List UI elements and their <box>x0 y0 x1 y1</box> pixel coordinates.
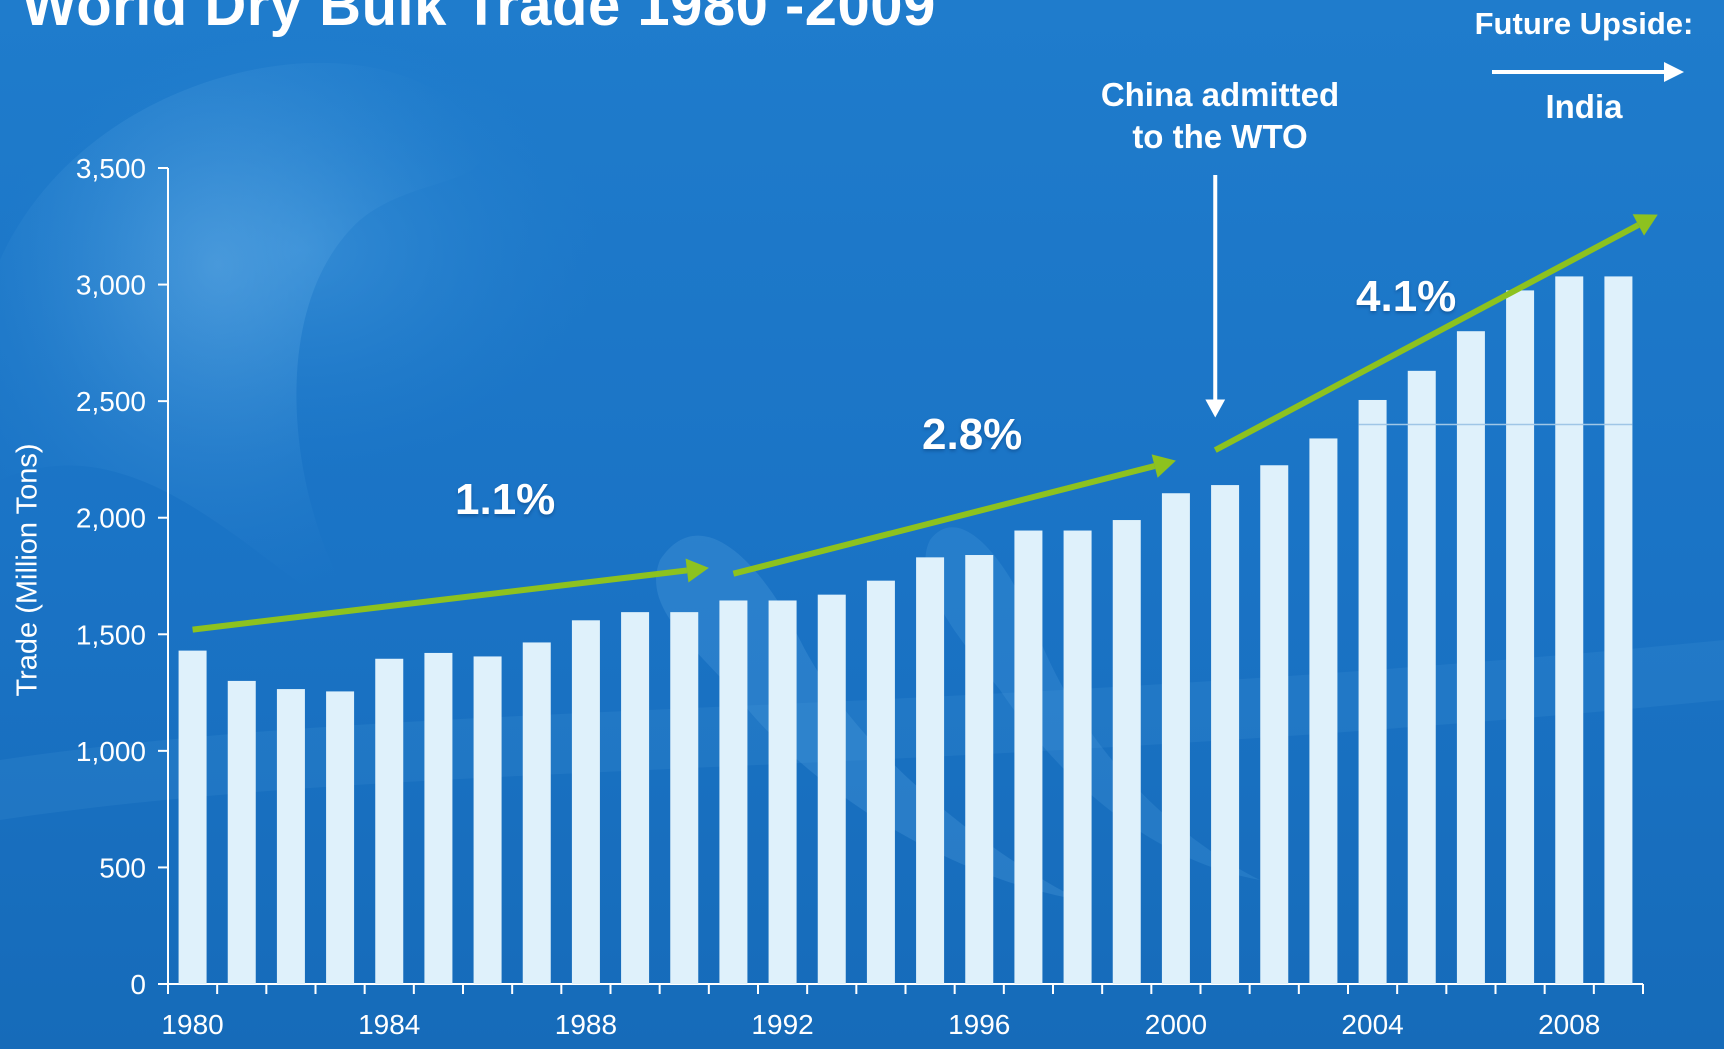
bar-1988 <box>571 620 600 984</box>
trend-arrow-2-head <box>1151 454 1176 478</box>
chart-title: World Dry Bulk Trade 1980 -2009 <box>22 0 936 38</box>
bar-2005 <box>1407 370 1436 984</box>
bar-2001 <box>1211 485 1240 984</box>
bar-1995 <box>916 557 945 984</box>
bars <box>178 276 1633 985</box>
bar-1993 <box>817 594 846 984</box>
bar-2009 <box>1604 276 1633 984</box>
trend-arrow-2 <box>732 454 1176 577</box>
y-tick-label: 1,500 <box>76 619 146 650</box>
y-tick-label: 3,500 <box>76 153 146 184</box>
x-tick-label: 1992 <box>751 1009 813 1040</box>
y-tick-label: 0 <box>130 969 146 1000</box>
bar-1994 <box>866 580 895 984</box>
bar-2000 <box>1161 493 1190 984</box>
bar-2008 <box>1555 276 1584 984</box>
bar-1983 <box>326 691 355 984</box>
bar-1986 <box>473 656 502 984</box>
y-tick-label: 3,000 <box>76 270 146 301</box>
x-tick-label: 1988 <box>555 1009 617 1040</box>
future-upside-label: Future Upside: <box>1474 6 1694 41</box>
trend-arrow-1-shaft <box>192 567 688 633</box>
trend-arrow-2-shaft <box>732 463 1156 577</box>
bar-2007 <box>1506 290 1535 984</box>
wto-annotation-line1: China admitted <box>1100 76 1340 113</box>
bar-1981 <box>227 680 256 984</box>
bar-1992 <box>768 600 797 984</box>
future-upside-arrow-icon <box>1492 62 1684 82</box>
trend-arrow-3 <box>1213 214 1658 453</box>
bar-1989 <box>621 612 650 984</box>
bar-1990 <box>670 612 699 984</box>
wto-annotation-line2: to the WTO <box>1132 118 1308 155</box>
bar-1987 <box>522 642 551 984</box>
bar-1985 <box>424 652 453 984</box>
axes: 0 500 1,000 1,500 2,000 2,500 3,000 3,500 1980 19… <box>76 153 1644 1040</box>
bar-1997 <box>1014 530 1043 984</box>
trend-arrows <box>192 174 1658 633</box>
trend-arrow-3-shaft <box>1213 222 1640 453</box>
y-tick-label: 1,000 <box>76 736 146 767</box>
bar-2003 <box>1309 438 1338 985</box>
bar-1998 <box>1063 530 1092 984</box>
x-tick-label: 1996 <box>948 1009 1010 1040</box>
bar-1999 <box>1112 520 1141 984</box>
bar-1980 <box>178 650 207 984</box>
y-axis-label: Trade (Million Tons) <box>11 443 44 697</box>
bar-1996 <box>965 555 994 984</box>
trend-arrow-1-head <box>685 558 709 583</box>
bar-2006 <box>1456 331 1485 984</box>
wto-marker-arrow <box>1205 174 1226 418</box>
bar-1991 <box>719 600 748 984</box>
growth-rate-label-2: 2.8% <box>922 410 1023 459</box>
y-tick-label: 2,500 <box>76 386 146 417</box>
x-tick-label: 2008 <box>1538 1009 1600 1040</box>
y-tick-label: 2,000 <box>76 503 146 534</box>
future-upside-target: India <box>1545 88 1623 125</box>
y-tick-label: 500 <box>99 852 146 883</box>
x-tick-label: 1980 <box>161 1009 223 1040</box>
trend-arrow-3-head <box>1632 214 1658 236</box>
bar-2004 <box>1358 399 1387 984</box>
bar-1982 <box>276 689 305 984</box>
wto-marker-arrow-head <box>1205 399 1226 418</box>
x-tick-label: 2000 <box>1145 1009 1207 1040</box>
bar-1984 <box>375 658 404 984</box>
x-tick-label: 1984 <box>358 1009 420 1040</box>
growth-rate-label-3: 4.1% <box>1356 272 1457 321</box>
trend-arrow-1 <box>192 558 709 633</box>
bar-2002 <box>1260 465 1289 984</box>
growth-rate-label-1: 1.1% <box>455 475 556 524</box>
x-tick-label: 2004 <box>1341 1009 1403 1040</box>
